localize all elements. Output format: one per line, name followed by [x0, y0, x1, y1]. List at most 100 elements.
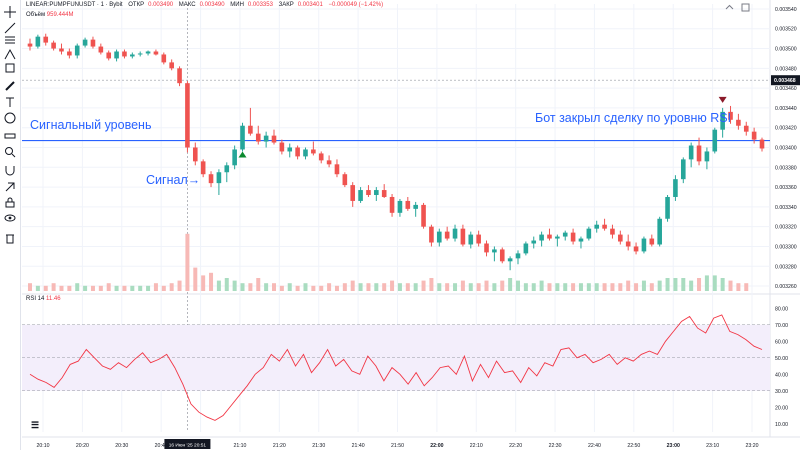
volume-bar — [122, 285, 127, 291]
crosshair-icon[interactable] — [4, 6, 16, 18]
candle-body — [562, 232, 568, 237]
volume-bar — [641, 280, 646, 291]
candle-body — [374, 190, 379, 196]
candle-body — [397, 200, 403, 213]
candle-body — [610, 228, 615, 235]
zoom-in-icon[interactable] — [4, 146, 16, 158]
volume-bar — [578, 283, 583, 291]
volume-bar — [51, 283, 56, 291]
low-value: 0.003353 — [247, 2, 273, 8]
fib-icon[interactable] — [4, 48, 16, 60]
candle-body — [712, 129, 718, 152]
price-tick-label: 0.003340 — [775, 205, 797, 211]
rsi-label: RSI 14 — [26, 296, 45, 302]
time-tick-label: 23:00 — [667, 443, 680, 449]
volume-bar — [287, 283, 292, 291]
volume-bar — [594, 283, 599, 291]
volume-bar — [460, 280, 465, 291]
volume-bar — [264, 283, 269, 291]
ruler-icon[interactable] — [4, 130, 16, 142]
volume-bar — [319, 285, 324, 291]
time-tick-label: 22:10 — [470, 443, 483, 449]
candle-body — [578, 238, 584, 242]
tradingview-logo: ☰ — [31, 420, 39, 430]
candle-body — [484, 243, 489, 253]
pane-controls — [724, 2, 750, 12]
candle-body — [555, 236, 560, 239]
candle-body — [27, 43, 33, 47]
candle-body — [728, 111, 733, 120]
brush-icon[interactable] — [4, 80, 16, 92]
candle-body — [311, 149, 316, 154]
volume-bar — [35, 285, 40, 291]
candle-body — [303, 149, 308, 157]
volume-bar — [618, 283, 623, 291]
candle-body — [570, 232, 576, 242]
close-label: ЗАКР — [278, 2, 294, 8]
buy-marker — [238, 151, 247, 158]
rsi-header: RSI 14 11.46 — [26, 296, 61, 302]
volume-bar — [492, 283, 497, 291]
volume-bar — [571, 283, 576, 291]
candle-body — [350, 185, 356, 201]
collapse-pane-icon[interactable] — [724, 2, 734, 12]
magnet-icon[interactable] — [4, 164, 16, 176]
volume-bar — [610, 283, 615, 291]
candle-body — [436, 231, 442, 243]
volume-bar — [366, 283, 371, 291]
trend-line-icon[interactable] — [4, 22, 16, 34]
volume-bar — [736, 283, 741, 291]
volume-bar — [602, 283, 607, 291]
time-tick-label: 21:50 — [391, 443, 404, 449]
volume-bar — [138, 285, 143, 291]
bot-closed-annotation: Бот закрыл сделку по уровню RSI — [535, 111, 732, 125]
candle-body — [161, 54, 167, 63]
volume-bar — [429, 278, 434, 291]
pattern-icon[interactable] — [4, 62, 16, 74]
candle-body — [318, 153, 324, 161]
lock-icon[interactable] — [4, 196, 16, 208]
candle-body — [665, 196, 670, 219]
price-tick-label: 0.003440 — [775, 106, 797, 112]
emoji-icon[interactable] — [4, 112, 16, 124]
volume-bar — [98, 285, 103, 291]
candle-body — [185, 83, 190, 148]
lock-drawings-icon[interactable] — [4, 181, 16, 193]
volume-bar — [295, 285, 300, 291]
time-tick-label: 22:50 — [627, 443, 640, 449]
rsi-tick-label: 30.00 — [775, 389, 788, 395]
price-tick-label: 0.003400 — [775, 146, 797, 152]
change-value: −0.000049 (−1.42%) — [328, 2, 384, 8]
volume-bar — [453, 283, 458, 291]
candle-body — [43, 36, 49, 43]
volume-bar — [114, 285, 119, 291]
candle-body — [248, 125, 253, 134]
candle-body — [586, 228, 592, 239]
trash-icon[interactable] — [4, 232, 16, 244]
candle-body — [98, 46, 104, 53]
close-value: 0.003401 — [297, 2, 323, 8]
price-tick-label: 0.003360 — [775, 185, 797, 191]
volume-bar — [59, 285, 64, 291]
volume-bar — [232, 280, 237, 291]
volume-bar — [476, 283, 481, 291]
rsi-tick-label: 40.00 — [775, 372, 788, 378]
volume-bar — [744, 283, 749, 291]
volume-bar — [445, 283, 450, 291]
candle-body — [192, 147, 198, 162]
text-icon[interactable] — [4, 96, 16, 108]
volume-bar — [177, 280, 182, 291]
price-tick-label: 0.003300 — [775, 244, 797, 250]
eye-icon[interactable] — [4, 212, 16, 224]
volume-bar — [169, 283, 174, 291]
candle-body — [137, 53, 143, 55]
horizontal-lines-icon[interactable] — [4, 34, 16, 46]
symbol-title[interactable]: LINEAR:PUMPFUNUSDT · 1 · Bybit — [26, 2, 123, 8]
candle-body — [759, 139, 765, 149]
candle-body — [35, 36, 41, 47]
maximize-pane-icon[interactable] — [740, 2, 750, 12]
candle-body — [366, 190, 371, 196]
volume-bar — [90, 285, 95, 291]
volume-bar — [256, 278, 261, 291]
